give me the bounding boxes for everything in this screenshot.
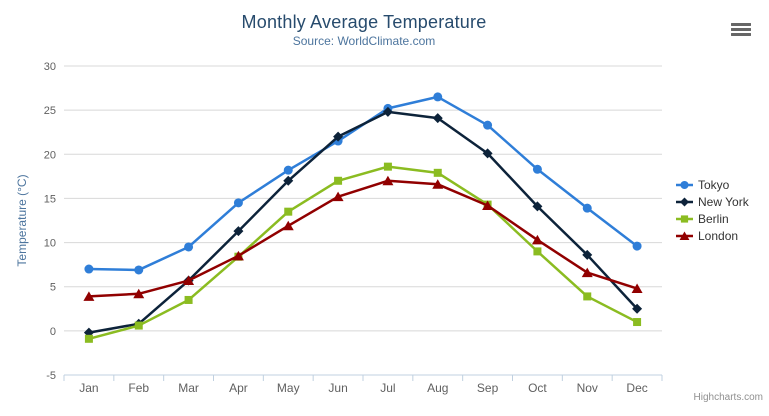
- legend-label: New York: [698, 194, 749, 209]
- legend-item-tokyo[interactable]: Tokyo: [676, 176, 749, 193]
- x-axis-tick-label: Aug: [427, 381, 448, 395]
- x-axis-tick-label: Jul: [380, 381, 395, 395]
- x-axis-tick-label: Dec: [626, 381, 647, 395]
- series-new-york[interactable]: [83, 106, 643, 338]
- legend-label: Berlin: [698, 211, 729, 226]
- credits-link[interactable]: Highcharts.com: [693, 392, 763, 403]
- y-axis-title: Temperature (°C): [15, 174, 29, 266]
- triangle-legend-marker-icon: [676, 231, 693, 240]
- x-axis-tick-label: Oct: [528, 381, 547, 395]
- x-axis-tick-label: May: [277, 381, 300, 395]
- square-legend-marker-icon: [676, 214, 693, 223]
- x-axis-tick-label: Jan: [79, 381, 98, 395]
- x-axis-tick-label: Sep: [477, 381, 499, 395]
- y-axis-tick-label: 25: [44, 105, 56, 117]
- diamond-legend-marker-icon: [676, 197, 693, 206]
- x-axis-tick-label: Feb: [128, 381, 149, 395]
- x-axis-tick-label: Mar: [178, 381, 199, 395]
- circle-legend-marker-icon: [676, 180, 693, 189]
- legend-item-berlin[interactable]: Berlin: [676, 210, 749, 227]
- y-axis-tick-label: 15: [44, 193, 56, 205]
- chart-title: Monthly Average Temperature: [241, 12, 487, 32]
- legend-label: London: [698, 228, 739, 243]
- x-axis-tick-label: Jun: [328, 381, 347, 395]
- legend-item-new-york[interactable]: New York: [676, 193, 749, 210]
- chart-subtitle: Source: WorldClimate.com: [292, 34, 436, 48]
- legend: Tokyo New York Berlin London: [676, 176, 749, 244]
- export-menu-button[interactable]: [731, 21, 753, 39]
- series-london[interactable]: [83, 175, 643, 301]
- x-axis-tick-label: Apr: [229, 381, 248, 395]
- legend-label: Tokyo: [698, 177, 730, 192]
- y-axis-tick-label: 20: [44, 149, 56, 161]
- y-axis-tick-label: 10: [44, 238, 56, 250]
- series-tokyo[interactable]: [84, 92, 642, 275]
- x-axis-tick-label: Nov: [577, 381, 598, 395]
- y-axis-tick-label: 30: [44, 61, 56, 73]
- y-axis-tick-label: 5: [50, 282, 56, 294]
- hamburger-menu-icon: [731, 22, 753, 36]
- y-axis-tick-label: 0: [50, 326, 56, 338]
- legend-item-london[interactable]: London: [676, 227, 749, 244]
- y-axis-tick-label: -5: [46, 370, 56, 382]
